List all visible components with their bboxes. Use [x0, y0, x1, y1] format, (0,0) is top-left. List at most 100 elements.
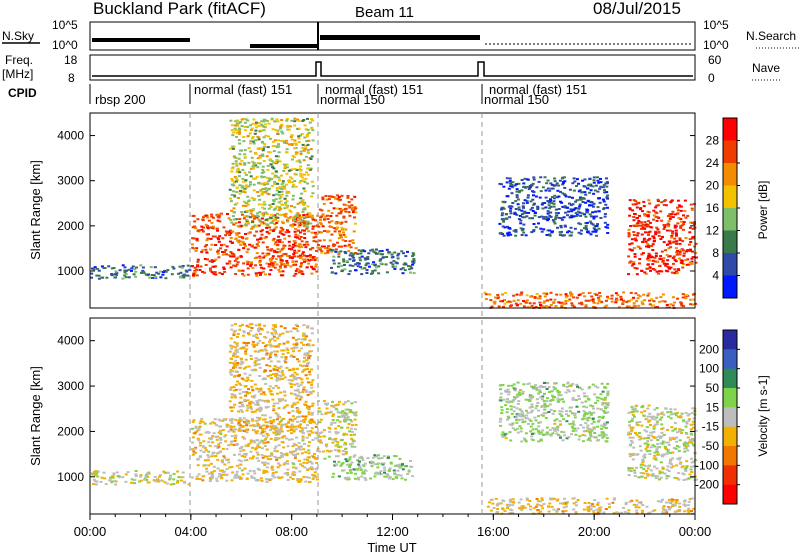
range-cell: [272, 335, 276, 338]
range-cell: [300, 216, 304, 218]
range-cell: [337, 251, 341, 254]
range-cell: [592, 505, 596, 508]
range-cell: [365, 269, 369, 272]
range-cell: [354, 423, 358, 426]
range-cell: [515, 190, 519, 193]
range-cell: [338, 400, 341, 403]
range-cell: [294, 236, 298, 239]
range-cell: [528, 217, 532, 220]
range-cell: [349, 427, 353, 430]
range-cell: [178, 265, 182, 268]
range-cell: [491, 502, 495, 505]
range-cell: [655, 204, 659, 207]
range-cell: [261, 147, 265, 150]
range-cell: [603, 189, 606, 192]
range-cell: [300, 245, 304, 248]
range-cell: [281, 378, 285, 380]
range-cell: [306, 220, 310, 223]
range-cell: [298, 398, 302, 401]
range-cell: [329, 410, 333, 413]
range-cell: [192, 274, 195, 277]
range-cell: [353, 428, 357, 431]
range-cell: [675, 251, 679, 254]
range-cell: [639, 472, 643, 474]
range-cell: [559, 217, 563, 220]
range-cell: [163, 481, 167, 484]
range-cell: [242, 417, 246, 420]
range-cell: [337, 449, 341, 452]
range-cell: [261, 188, 265, 191]
range-cell: [280, 130, 284, 133]
beam-title: Beam 11: [355, 4, 414, 21]
range-cell: [283, 394, 287, 397]
range-cell: [552, 200, 556, 203]
range-cell: [252, 477, 256, 479]
range-cell: [682, 473, 686, 476]
range-cell: [298, 391, 302, 394]
range-cell: [285, 124, 289, 127]
range-cell: [352, 468, 356, 471]
range-cell: [657, 234, 661, 237]
range-cell: [276, 212, 279, 215]
colorbar-tick-label: 4: [712, 269, 719, 283]
range-cell: [342, 433, 346, 436]
range-cell: [287, 128, 291, 131]
range-cell: [304, 374, 308, 377]
range-cell: [300, 431, 304, 434]
range-cell: [526, 194, 530, 197]
range-cell: [334, 272, 338, 275]
range-cell: [679, 209, 683, 212]
range-cell: [269, 269, 273, 271]
range-cell: [232, 352, 236, 355]
range-cell: [154, 480, 158, 483]
range-cell: [677, 472, 681, 475]
range-cell: [557, 195, 561, 198]
range-cell: [260, 439, 264, 442]
range-cell: [554, 216, 558, 219]
range-cell: [596, 223, 599, 226]
range-cell: [393, 267, 397, 270]
range-cell: [250, 261, 253, 264]
range-cell: [541, 207, 545, 210]
range-cell: [308, 156, 312, 159]
nave-tick-high: 60: [708, 53, 722, 67]
range-cell: [277, 378, 281, 380]
range-cell: [259, 271, 263, 274]
range-cell: [690, 497, 694, 500]
range-cell: [209, 462, 213, 465]
range-cell: [243, 210, 247, 213]
range-cell: [322, 239, 326, 242]
range-cell: [272, 368, 276, 371]
range-cell: [294, 328, 298, 330]
range-cell: [255, 252, 259, 255]
range-cell: [306, 182, 310, 185]
range-cell: [114, 483, 118, 486]
range-cell: [656, 475, 660, 478]
range-cell: [230, 170, 234, 173]
range-cell: [292, 463, 296, 466]
range-cell: [579, 232, 583, 235]
range-cell: [682, 249, 685, 252]
range-cell: [492, 300, 496, 303]
range-cell: [346, 463, 349, 466]
range-cell: [560, 234, 564, 237]
range-cell: [266, 462, 270, 465]
range-cell: [335, 432, 339, 435]
range-cell: [595, 215, 599, 218]
range-cell: [591, 298, 595, 301]
range-cell: [216, 252, 220, 255]
nsearch-tick-low: 10^0: [703, 38, 729, 52]
range-cell: [508, 205, 512, 208]
range-cell: [231, 345, 235, 348]
range-cell: [306, 164, 310, 167]
range-cell: [272, 167, 276, 170]
range-cell: [572, 177, 576, 180]
range-cell: [642, 205, 646, 208]
range-cell: [325, 246, 329, 249]
range-cell: [665, 306, 669, 309]
range-cell: [325, 407, 329, 410]
range-cell: [276, 120, 280, 123]
range-cell: [236, 380, 239, 383]
range-cell: [262, 200, 266, 203]
range-cell: [345, 260, 349, 263]
